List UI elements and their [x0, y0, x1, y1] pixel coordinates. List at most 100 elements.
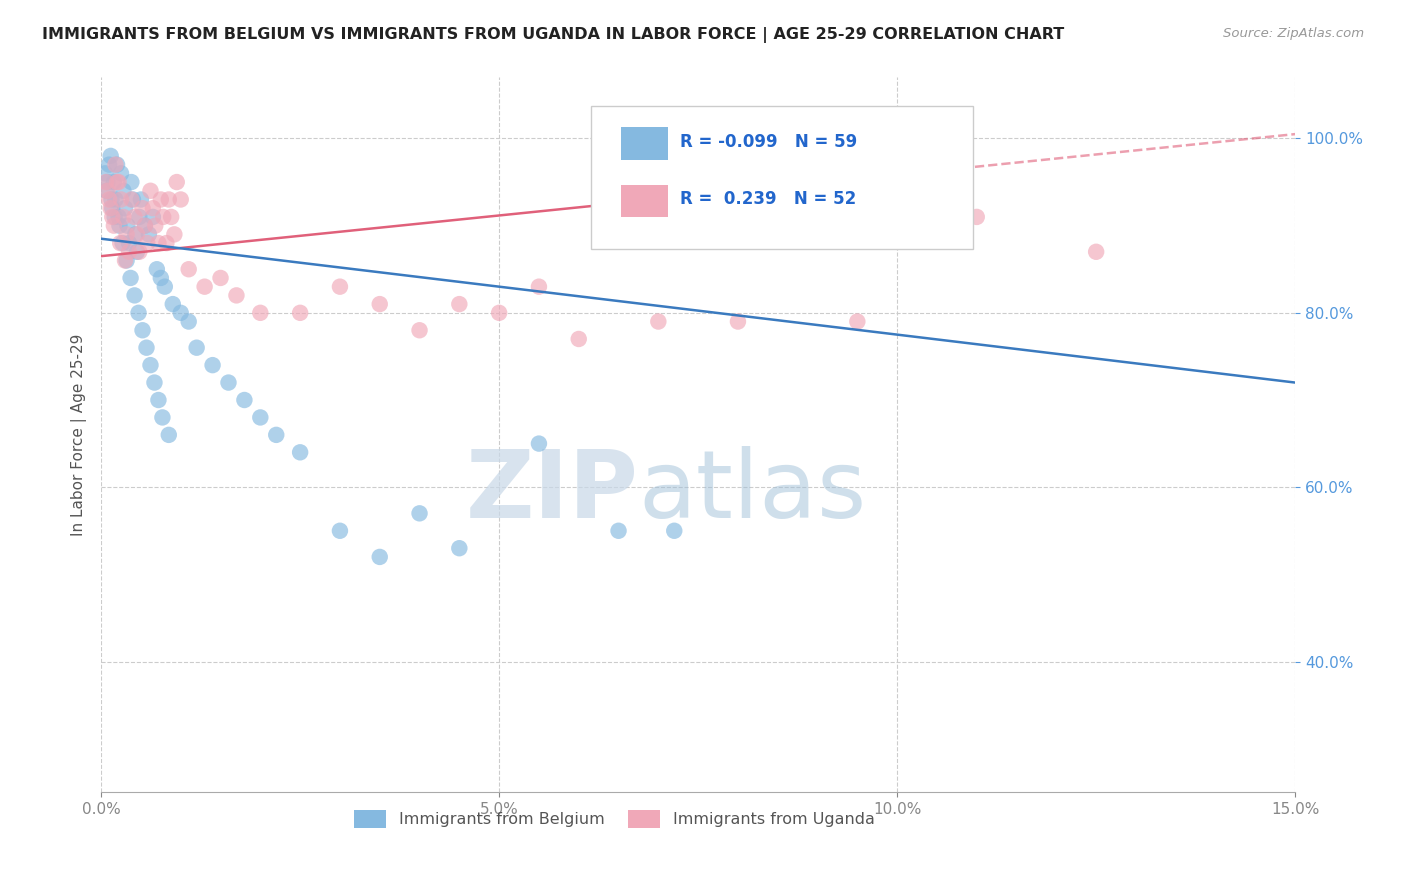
Point [143, 376, 166, 390]
Text: IMMIGRANTS FROM BELGIUM VS IMMIGRANTS FROM UGANDA IN LABOR FORCE | AGE 25-29 COR: IMMIGRANTS FROM BELGIUM VS IMMIGRANTS FR… [42, 27, 1064, 43]
Point [112, 184, 135, 198]
Point [114, 201, 136, 215]
Point [94, 166, 117, 180]
Point [155, 236, 177, 251]
Point [449, 541, 471, 556]
Point [527, 279, 550, 293]
Point [194, 279, 217, 293]
Point [110, 193, 132, 207]
Point [408, 323, 430, 337]
Point [170, 306, 193, 320]
Point [120, 175, 142, 189]
Point [368, 549, 391, 564]
Point [186, 341, 208, 355]
Point [124, 210, 146, 224]
Point [111, 236, 134, 251]
Point [131, 323, 153, 337]
Point [139, 358, 162, 372]
Point [163, 227, 186, 242]
Point [101, 201, 124, 215]
Point [153, 279, 176, 293]
Point [136, 236, 159, 251]
Point [209, 271, 232, 285]
Point [107, 175, 129, 189]
Point [368, 297, 391, 311]
Y-axis label: In Labor Force | Age 25-29: In Labor Force | Age 25-29 [72, 334, 87, 536]
Point [100, 193, 122, 207]
Point [152, 210, 174, 224]
Point [110, 236, 132, 251]
Point [264, 428, 287, 442]
Point [149, 193, 172, 207]
Point [160, 210, 183, 224]
Point [249, 306, 271, 320]
Point [288, 445, 311, 459]
Point [408, 506, 430, 520]
Point [142, 210, 165, 224]
Point [120, 193, 142, 207]
Point [607, 524, 630, 538]
FancyBboxPatch shape [591, 106, 973, 249]
Point [115, 227, 138, 242]
Point [647, 314, 669, 328]
Point [177, 314, 200, 328]
Point [96, 175, 118, 189]
Point [170, 193, 193, 207]
Point [149, 271, 172, 285]
Point [488, 306, 510, 320]
Point [143, 219, 166, 233]
Point [225, 288, 247, 302]
Point [115, 253, 138, 268]
Point [101, 210, 124, 224]
Point [1085, 244, 1108, 259]
Point [846, 314, 869, 328]
Point [135, 341, 157, 355]
Text: Source: ZipAtlas.com: Source: ZipAtlas.com [1223, 27, 1364, 40]
Bar [620, 128, 668, 160]
Point [128, 306, 150, 320]
Point [120, 271, 142, 285]
Point [112, 210, 135, 224]
Point [288, 306, 311, 320]
Point [103, 219, 125, 233]
Point [94, 175, 117, 189]
Point [134, 219, 156, 233]
Text: R =  0.239   N = 52: R = 0.239 N = 52 [681, 190, 856, 208]
Point [118, 236, 141, 251]
Point [108, 219, 131, 233]
Point [96, 184, 118, 198]
Point [449, 297, 471, 311]
Point [157, 193, 180, 207]
Point [104, 210, 127, 224]
Point [125, 227, 148, 242]
Point [98, 193, 121, 207]
Point [177, 262, 200, 277]
Point [118, 244, 141, 259]
Point [146, 262, 169, 277]
Text: ZIP: ZIP [465, 446, 638, 538]
Point [201, 358, 224, 372]
Point [125, 244, 148, 259]
Point [664, 524, 686, 538]
Point [966, 210, 988, 224]
Point [103, 175, 125, 189]
Point [122, 193, 145, 207]
Point [142, 201, 165, 215]
Point [124, 227, 146, 242]
Point [96, 184, 118, 198]
Point [134, 219, 156, 233]
Text: R = -0.099   N = 59: R = -0.099 N = 59 [681, 133, 858, 151]
Point [100, 201, 122, 215]
Point [148, 236, 170, 251]
Bar [620, 185, 668, 217]
Text: atlas: atlas [638, 446, 866, 538]
Point [148, 392, 170, 407]
Legend: Immigrants from Belgium, Immigrants from Uganda: Immigrants from Belgium, Immigrants from… [347, 803, 882, 834]
Point [131, 201, 153, 215]
Point [104, 193, 127, 207]
Point [110, 166, 132, 180]
Point [218, 376, 240, 390]
Point [568, 332, 591, 346]
Point [100, 149, 122, 163]
Point [117, 219, 139, 233]
